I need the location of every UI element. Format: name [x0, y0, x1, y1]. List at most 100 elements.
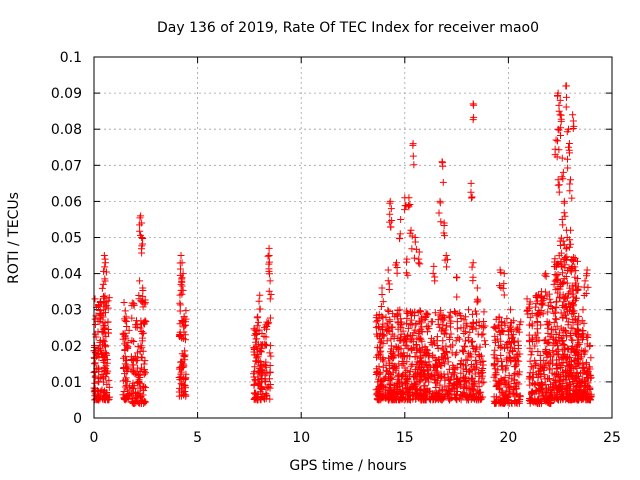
data-point: [128, 395, 136, 403]
y-tick-label: 0: [73, 411, 82, 427]
data-point: [404, 331, 412, 339]
data-point: [96, 315, 104, 323]
data-point: [122, 341, 130, 349]
data-point: [443, 256, 451, 264]
data-point: [252, 391, 260, 399]
data-point: [467, 179, 475, 187]
data-point: [179, 317, 187, 325]
y-tick-label: 0.07: [51, 158, 82, 174]
data-point: [403, 358, 411, 366]
data-point: [121, 317, 129, 325]
data-point: [448, 373, 456, 381]
data-point: [555, 333, 563, 341]
data-point: [99, 357, 107, 365]
data-point: [569, 111, 577, 119]
data-point: [573, 350, 581, 358]
data-point: [406, 391, 414, 399]
data-point: [566, 360, 574, 368]
data-point: [505, 349, 513, 357]
y-tick-label: 0.03: [51, 303, 82, 319]
data-point: [266, 342, 274, 350]
data-point: [412, 320, 420, 328]
data-point: [561, 254, 569, 262]
data-point: [451, 365, 459, 373]
data-point: [575, 360, 583, 368]
data-point: [551, 145, 559, 153]
data-point: [401, 202, 409, 210]
data-point: [562, 389, 570, 397]
data-point: [526, 357, 534, 365]
data-point: [424, 322, 432, 330]
data-point: [461, 343, 469, 351]
x-axis-label: GPS time / hours: [289, 458, 406, 474]
data-point: [432, 394, 440, 402]
data-point: [176, 330, 184, 338]
data-point: [253, 322, 261, 330]
data-point: [540, 392, 548, 400]
data-point: [503, 354, 511, 362]
data-point: [491, 346, 499, 354]
data-point: [406, 353, 414, 361]
data-point: [417, 319, 425, 327]
data-point: [403, 314, 411, 322]
data-point: [429, 269, 437, 277]
data-point: [580, 388, 588, 396]
data-point: [138, 344, 146, 352]
data-point: [379, 363, 387, 371]
data-point: [507, 357, 515, 365]
data-point: [509, 389, 517, 397]
data-point: [510, 386, 518, 394]
data-point: [437, 370, 445, 378]
data-point: [558, 173, 566, 181]
data-point: [513, 324, 521, 332]
data-point: [532, 303, 540, 311]
data-point: [387, 205, 395, 213]
data-point: [425, 395, 433, 403]
data-point: [384, 324, 392, 332]
data-point: [402, 258, 410, 266]
x-tick-label: 5: [193, 430, 202, 446]
data-point: [554, 181, 562, 189]
data-point: [553, 275, 561, 283]
data-point: [534, 396, 542, 404]
data-point: [539, 395, 547, 403]
data-point: [393, 389, 401, 397]
data-point: [469, 277, 477, 285]
data-point: [555, 101, 563, 109]
data-point: [138, 354, 146, 362]
data-point: [177, 332, 185, 340]
data-point: [454, 334, 462, 342]
data-point: [559, 221, 567, 229]
data-point: [267, 290, 275, 298]
data-point: [500, 280, 508, 288]
data-point: [529, 373, 537, 381]
data-point: [569, 343, 577, 351]
data-point: [442, 342, 450, 350]
y-tick-label: 0.05: [51, 231, 82, 247]
data-point: [402, 385, 410, 393]
data-point: [552, 336, 560, 344]
data-point: [394, 325, 402, 333]
data-point: [376, 384, 384, 392]
data-point: [415, 248, 423, 256]
data-point: [546, 358, 554, 366]
data-point: [557, 324, 565, 332]
data-point: [563, 279, 571, 287]
data-point: [394, 375, 402, 383]
y-tick-label: 0.09: [51, 86, 82, 102]
data-point: [526, 381, 534, 389]
data-point: [553, 298, 561, 306]
data-point: [417, 352, 425, 360]
data-point: [559, 313, 567, 321]
data-point: [100, 252, 108, 260]
data-point: [446, 308, 454, 316]
data-point: [570, 122, 578, 130]
data-point: [135, 371, 143, 379]
data-point: [177, 370, 185, 378]
data-point: [175, 365, 183, 373]
data-point: [261, 378, 269, 386]
data-point: [437, 218, 445, 226]
data-point: [409, 152, 417, 160]
data-point: [422, 396, 430, 404]
data-point: [467, 194, 475, 202]
